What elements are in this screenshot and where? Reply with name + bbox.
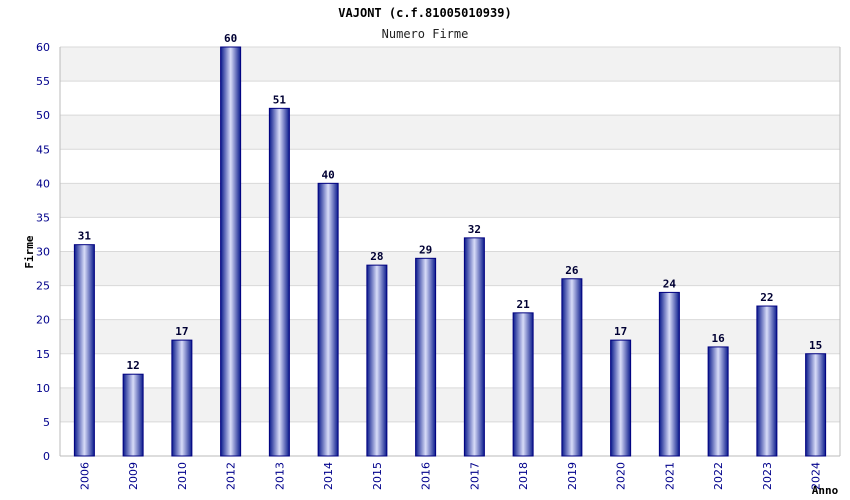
x-tick-label: 2017 <box>468 462 481 490</box>
data-label: 17 <box>614 325 627 338</box>
data-label: 21 <box>517 298 531 311</box>
data-label: 16 <box>712 332 726 345</box>
x-tick-label: 2023 <box>761 462 774 490</box>
data-label: 22 <box>760 291 773 304</box>
y-tick-label: 50 <box>36 109 50 122</box>
bar <box>73 244 95 457</box>
y-tick-label: 55 <box>36 75 50 88</box>
bar <box>122 373 144 457</box>
grid-bands <box>60 47 840 422</box>
x-tick-label: 2016 <box>420 462 433 490</box>
x-tick-label: 2014 <box>322 462 335 490</box>
x-tick-label: 2022 <box>712 462 725 490</box>
grid-band <box>60 251 840 286</box>
data-label: 29 <box>419 243 432 256</box>
x-tick-labels: 2006 2009 2010 2012 2013 2014 2015 2016 2017 2018… <box>78 462 822 490</box>
y-tick-label: 15 <box>36 348 50 361</box>
bar <box>463 237 485 457</box>
data-label: 32 <box>468 223 481 236</box>
x-tick-label: 2021 <box>663 462 676 490</box>
x-tick-label: 2010 <box>176 462 189 490</box>
bar <box>171 339 193 457</box>
y-tick-label: 0 <box>43 450 50 463</box>
y-axis-label: Firme <box>23 235 36 268</box>
y-tick-label: 60 <box>36 41 50 54</box>
x-tick-label: 2009 <box>127 462 140 490</box>
bar <box>220 46 242 457</box>
data-label: 12 <box>127 359 140 372</box>
bar <box>561 278 583 457</box>
data-label: 24 <box>663 277 677 290</box>
x-tick-label: 2012 <box>225 462 238 490</box>
chart-subtitle: Numero Firme <box>382 27 469 41</box>
data-label: 17 <box>175 325 188 338</box>
x-tick-label: 2020 <box>615 462 628 490</box>
data-label: 40 <box>322 168 335 181</box>
data-label: 26 <box>565 264 579 277</box>
y-tick-label: 30 <box>36 246 50 259</box>
y-tick-label: 45 <box>36 143 50 156</box>
data-label: 51 <box>273 93 287 106</box>
bar <box>366 264 388 457</box>
bar <box>317 182 339 457</box>
data-label: 15 <box>809 339 822 352</box>
bar <box>658 291 680 457</box>
data-labels: 31 12 17 60 51 40 28 29 32 21 26 17 24 16 22 15 <box>78 32 823 372</box>
data-label: 31 <box>78 230 92 243</box>
data-label: 60 <box>224 32 237 45</box>
y-tick-label: 25 <box>36 280 50 293</box>
grid-band <box>60 183 840 218</box>
x-axis-label: Anno <box>812 484 839 497</box>
bars <box>73 46 827 457</box>
y-tick-label: 5 <box>43 416 50 429</box>
chart-title: VAJONT (c.f.81005010939) <box>338 6 511 20</box>
grid-band <box>60 47 840 82</box>
grid-band <box>60 115 840 150</box>
y-tick-label: 20 <box>36 314 50 327</box>
x-tick-label: 2024 <box>810 462 823 490</box>
y-tick-labels: 0 5 10 15 20 25 30 35 40 45 50 55 60 <box>36 41 50 463</box>
x-tick-label: 2018 <box>517 462 530 490</box>
y-tick-label: 10 <box>36 382 50 395</box>
x-tick-label: 2013 <box>273 462 286 490</box>
bar <box>756 305 778 457</box>
bar <box>610 339 632 457</box>
data-label: 28 <box>370 250 383 263</box>
bar <box>707 346 729 457</box>
bar <box>805 353 827 457</box>
x-tick-label: 2006 <box>78 462 91 490</box>
y-tick-label: 40 <box>36 177 50 190</box>
bar <box>512 312 534 457</box>
y-tick-label: 35 <box>36 211 50 224</box>
bar <box>268 107 290 457</box>
x-tick-label: 2015 <box>371 462 384 490</box>
bar <box>415 257 437 457</box>
x-tick-label: 2019 <box>566 462 579 490</box>
